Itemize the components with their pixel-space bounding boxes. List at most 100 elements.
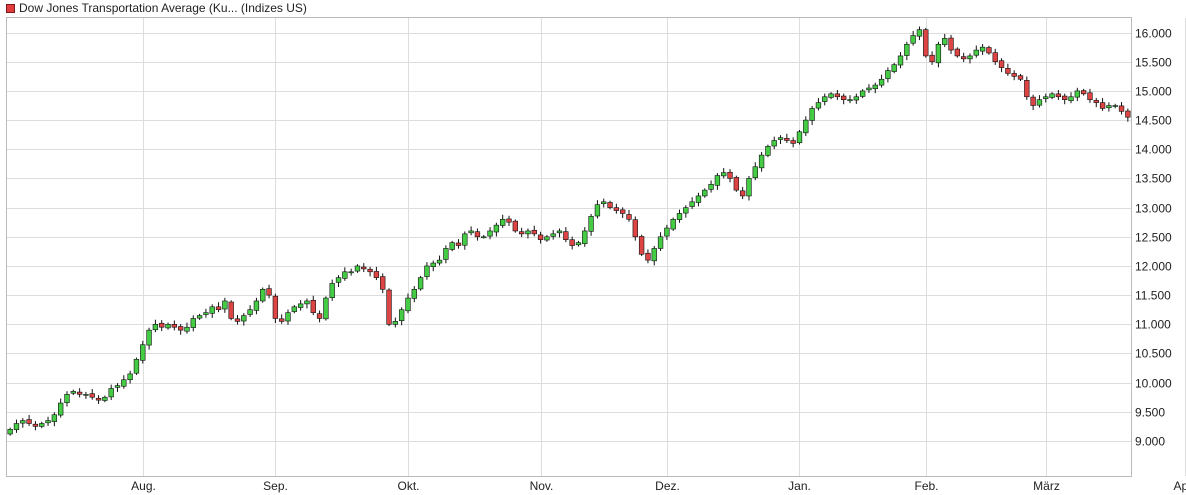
candle-body — [474, 231, 481, 238]
y-tick-label: 11.000 — [1135, 318, 1171, 332]
candle-body — [613, 207, 620, 211]
candle-body — [64, 394, 70, 404]
candle-body — [468, 230, 474, 234]
candle-body — [481, 236, 487, 239]
candle-body — [828, 93, 834, 98]
candle-body — [1017, 75, 1024, 80]
candle-body — [885, 70, 891, 79]
candle-body — [632, 219, 638, 238]
candle-body — [727, 171, 733, 179]
candle-body — [569, 239, 575, 246]
y-tick-label: 15.500 — [1135, 56, 1172, 70]
candle-body — [1011, 73, 1017, 77]
candle-body — [1024, 80, 1030, 98]
candle-body — [910, 35, 916, 44]
candle-body — [1049, 93, 1055, 98]
candle-body — [1055, 93, 1062, 98]
candle-body — [923, 29, 929, 57]
candle-body — [575, 242, 582, 246]
x-tick-label: Okt. — [397, 479, 419, 493]
legend-swatch — [6, 3, 15, 13]
candle-body — [95, 397, 102, 401]
candle-body — [203, 312, 209, 315]
candle-body — [670, 218, 676, 230]
candle-body — [1112, 105, 1118, 107]
candle-body — [714, 175, 721, 186]
candle-body — [973, 49, 979, 56]
candle-body — [424, 265, 430, 277]
candle-body — [979, 46, 986, 52]
candle-body — [771, 140, 777, 147]
candle-body — [102, 396, 108, 401]
candle-body — [354, 265, 361, 272]
candle-body — [500, 218, 506, 226]
gridlines — [7, 18, 1186, 476]
candle-body — [765, 146, 771, 156]
candle-body — [1074, 90, 1080, 98]
candle-body — [758, 154, 765, 169]
candle-body — [967, 55, 973, 60]
x-tick-label: April — [1173, 479, 1186, 493]
candle-body — [512, 220, 518, 232]
candle-body — [544, 236, 550, 241]
plot-area — [6, 17, 1132, 477]
candle-body — [146, 329, 152, 346]
candle-body — [638, 236, 645, 255]
candle-body — [436, 259, 443, 264]
candle-body — [853, 96, 859, 101]
candle-body — [518, 231, 525, 235]
candle-body — [291, 306, 297, 312]
candle-body — [822, 96, 828, 102]
candle-body — [335, 277, 342, 283]
candle-body — [279, 318, 285, 322]
candle-body — [196, 315, 203, 319]
candle-body — [537, 234, 544, 241]
y-tick-label: 12.000 — [1135, 260, 1172, 274]
candle-body — [664, 227, 670, 237]
candle-body — [935, 43, 942, 64]
y-tick-label: 10.500 — [1135, 347, 1172, 361]
candle-body — [859, 90, 866, 97]
candle-body — [51, 414, 58, 422]
candle-body — [525, 230, 531, 235]
candle-body — [127, 373, 133, 381]
candle-body — [645, 252, 651, 261]
candle-body — [304, 300, 310, 305]
candle-body — [70, 391, 76, 394]
candle-body — [733, 177, 740, 191]
y-tick-label: 9.500 — [1135, 406, 1165, 420]
candle-body — [39, 423, 45, 427]
candle-body — [177, 326, 184, 331]
candle-body — [234, 318, 241, 322]
candle-body — [998, 60, 1005, 68]
candle-body — [904, 43, 910, 56]
candle-body — [342, 271, 348, 279]
x-axis: Aug.Sep.Okt.Nov.Dez.Jan.Feb.MärzAprilMai… — [131, 479, 1186, 493]
candle-body — [1106, 105, 1112, 109]
candle-body — [386, 289, 392, 325]
candle-body — [159, 322, 165, 328]
candle-body — [834, 93, 841, 98]
candle-body — [462, 233, 468, 246]
candle-body — [152, 324, 159, 331]
candle-body — [891, 64, 897, 72]
candle-body — [443, 248, 449, 260]
candle-body — [594, 204, 601, 217]
y-tick-label: 10.000 — [1135, 377, 1172, 391]
candle-body — [190, 318, 196, 328]
candle-body — [253, 300, 260, 311]
candles — [7, 26, 1131, 436]
candle-body — [171, 324, 178, 328]
candle-body — [676, 213, 683, 220]
candle-body — [405, 297, 411, 312]
candle-body — [986, 47, 992, 54]
y-tick-label: 14.500 — [1135, 114, 1172, 128]
candle-body — [866, 87, 872, 91]
candle-body — [215, 306, 222, 311]
candle-body — [1068, 96, 1074, 102]
candle-body — [1093, 100, 1099, 103]
candle-body — [455, 242, 462, 246]
candle-body — [1030, 96, 1036, 106]
candle-body — [506, 218, 512, 223]
x-tick-label: Nov. — [530, 479, 554, 493]
